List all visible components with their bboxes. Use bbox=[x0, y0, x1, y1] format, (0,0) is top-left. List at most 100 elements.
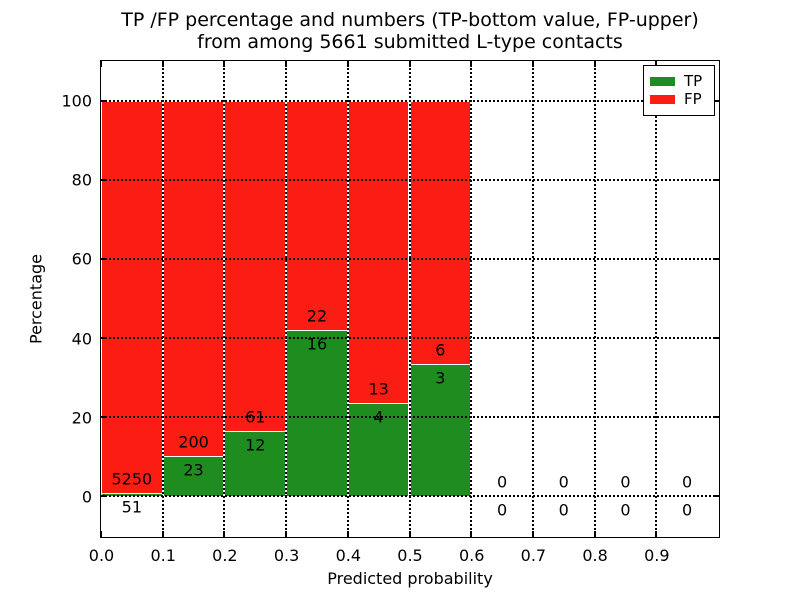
y-tick-right-0 bbox=[713, 495, 719, 498]
tp-legend-swatch-icon bbox=[650, 77, 675, 86]
fp-bar-0.4-0.5 bbox=[347, 100, 410, 404]
gridline-x-0.2 bbox=[223, 61, 226, 537]
fp-legend-swatch-icon bbox=[650, 95, 675, 104]
gridline-x-0.4 bbox=[346, 61, 349, 537]
x-tick-label-0.8: 0.8 bbox=[582, 546, 608, 565]
chart-title-line2: from among 5661 submitted L-type contact… bbox=[197, 31, 623, 53]
gridline-x-0.5 bbox=[408, 61, 411, 537]
tp-count-label-0.8-0.9: 0 bbox=[620, 500, 631, 520]
plot-area: 5250 51 200 23 61 12 22 16 13 4 6 3 0 0 0 0 0 0 0 0 TP FP bbox=[100, 60, 720, 538]
y-tick-right-20 bbox=[713, 416, 719, 419]
x-tick-label-0.5: 0.5 bbox=[397, 546, 423, 565]
fp-bar-0.2-0.3 bbox=[224, 100, 287, 432]
tp-count-label-0.7-0.8: 0 bbox=[558, 500, 569, 520]
tp-count-label-0.1-0.2: 23 bbox=[183, 460, 204, 480]
y-tick-right-100 bbox=[713, 99, 719, 102]
x-tick-label-0.1: 0.1 bbox=[150, 546, 176, 565]
y-tick-right-40 bbox=[713, 337, 719, 340]
y-tick-left-80 bbox=[101, 178, 107, 181]
x-tick-top-0.2 bbox=[223, 61, 226, 67]
tp-count-label-0.4-0.5: 4 bbox=[373, 407, 384, 427]
x-axis-label: Predicted probability bbox=[327, 569, 493, 588]
y-tick-label-20: 20 bbox=[71, 408, 92, 428]
tp-count-label-0.9-1.0: 0 bbox=[682, 500, 693, 520]
fp-bar-0.1-0.2 bbox=[162, 100, 225, 456]
y-tick-label-60: 60 bbox=[71, 249, 92, 269]
x-tick-top-0.6 bbox=[470, 61, 473, 67]
tp-count-label-0.6-0.7: 0 bbox=[496, 500, 508, 520]
x-tick-label-0.7: 0.7 bbox=[520, 546, 547, 565]
bars-layer bbox=[101, 61, 719, 537]
y-tick-label-40: 40 bbox=[71, 329, 92, 349]
fp-count-label-0.6-0.7: 0 bbox=[496, 472, 508, 492]
tp-legend-label: TP bbox=[684, 72, 703, 90]
x-tick-top-0.7 bbox=[531, 61, 534, 67]
chart-title-line1: TP /FP percentage and numbers (TP-bottom… bbox=[121, 9, 699, 31]
gridline-x-0.1 bbox=[161, 61, 164, 537]
x-tick-bottom-0.0 bbox=[100, 531, 102, 537]
x-tick-bottom-0.4 bbox=[346, 531, 349, 537]
fp-bar-0.3-0.4 bbox=[286, 100, 348, 330]
x-tick-top-0.3 bbox=[285, 61, 288, 67]
x-tick-top-0.8 bbox=[593, 61, 596, 67]
y-tick-left-100 bbox=[101, 99, 107, 102]
fp-count-label-0.8-0.9: 0 bbox=[620, 472, 631, 492]
fp-count-label-0.2-0.3: 61 bbox=[245, 407, 266, 427]
fp-count-label-0.0-0.1: 5250 bbox=[111, 469, 153, 489]
x-tick-label-0.4: 0.4 bbox=[335, 546, 362, 565]
tp-count-label-0.2-0.3: 12 bbox=[245, 435, 266, 455]
x-tick-bottom-0.9 bbox=[655, 531, 658, 537]
tp-count-label-0.3-0.4: 16 bbox=[306, 334, 328, 354]
y-tick-left-0 bbox=[101, 495, 107, 498]
x-tick-bottom-0.3 bbox=[285, 531, 288, 537]
x-tick-top-0.4 bbox=[346, 61, 349, 67]
x-tick-top-0.5 bbox=[408, 61, 411, 67]
x-tick-bottom-0.5 bbox=[408, 531, 411, 537]
x-tick-label-0.6: 0.6 bbox=[458, 546, 485, 565]
tp-bar-0.4-0.5 bbox=[347, 403, 410, 497]
y-tick-label-80: 80 bbox=[71, 170, 92, 190]
fp-bar-0.0-0.1 bbox=[101, 100, 163, 493]
tp-count-label-0.5-0.6: 3 bbox=[435, 368, 446, 388]
y-axis-label: Percentage bbox=[26, 253, 46, 345]
x-tick-bottom-0.6 bbox=[470, 531, 473, 537]
y-tick-left-60 bbox=[101, 257, 107, 260]
y-tick-right-60 bbox=[713, 257, 719, 260]
fp-bar-0.5-0.6 bbox=[409, 100, 472, 365]
y-tick-left-40 bbox=[101, 337, 107, 340]
fp-count-label-0.7-0.8: 0 bbox=[558, 472, 569, 492]
fp-count-label-0.5-0.6: 6 bbox=[435, 340, 446, 360]
gridline-x-0.6 bbox=[470, 61, 473, 537]
ticks-layer bbox=[100, 61, 719, 537]
tp-count-label-0.0-0.1: 51 bbox=[121, 497, 143, 517]
y-tick-label-100: 100 bbox=[61, 91, 92, 111]
y-tick-right-80 bbox=[713, 178, 719, 181]
fp-count-label-0.4-0.5: 13 bbox=[368, 379, 389, 399]
x-tick-top-0.1 bbox=[161, 61, 164, 67]
fp-count-label-0.9-1.0: 0 bbox=[682, 472, 693, 492]
x-tick-label-0.3: 0.3 bbox=[273, 546, 300, 565]
x-tick-label-0.0: 0.0 bbox=[88, 546, 115, 565]
annotations-layer: 5250 51 200 23 61 12 22 16 13 4 6 3 0 0 0 0 0 0 0 0 bbox=[101, 61, 719, 537]
x-tick-label-0.9: 0.9 bbox=[644, 546, 670, 565]
fp-legend-label: FP bbox=[684, 90, 702, 108]
y-tick-left-20 bbox=[101, 416, 107, 419]
gridline-x-0.7 bbox=[531, 61, 534, 537]
x-tick-bottom-0.8 bbox=[593, 531, 596, 537]
chart-title: TP /FP percentage and numbers (TP-bottom… bbox=[100, 9, 720, 53]
legend-item-fp: FP bbox=[650, 92, 714, 107]
x-tick-top-0.9 bbox=[655, 61, 658, 67]
y-tick-label-0: 0 bbox=[81, 487, 92, 507]
gridline-x-0.8 bbox=[593, 61, 596, 537]
x-tick-bottom-0.1 bbox=[161, 531, 164, 537]
gridline-x-0.3 bbox=[285, 61, 288, 537]
gridline-x-0.9 bbox=[655, 61, 658, 537]
x-tick-top-0.0 bbox=[100, 61, 102, 67]
x-tick-bottom-0.7 bbox=[531, 531, 534, 537]
fp-count-label-0.1-0.2: 200 bbox=[178, 432, 209, 452]
grid-layer bbox=[101, 61, 719, 537]
x-tick-bottom-0.2 bbox=[223, 531, 226, 537]
fp-count-label-0.3-0.4: 22 bbox=[306, 306, 328, 326]
legend-item-tp: TP bbox=[650, 74, 714, 89]
